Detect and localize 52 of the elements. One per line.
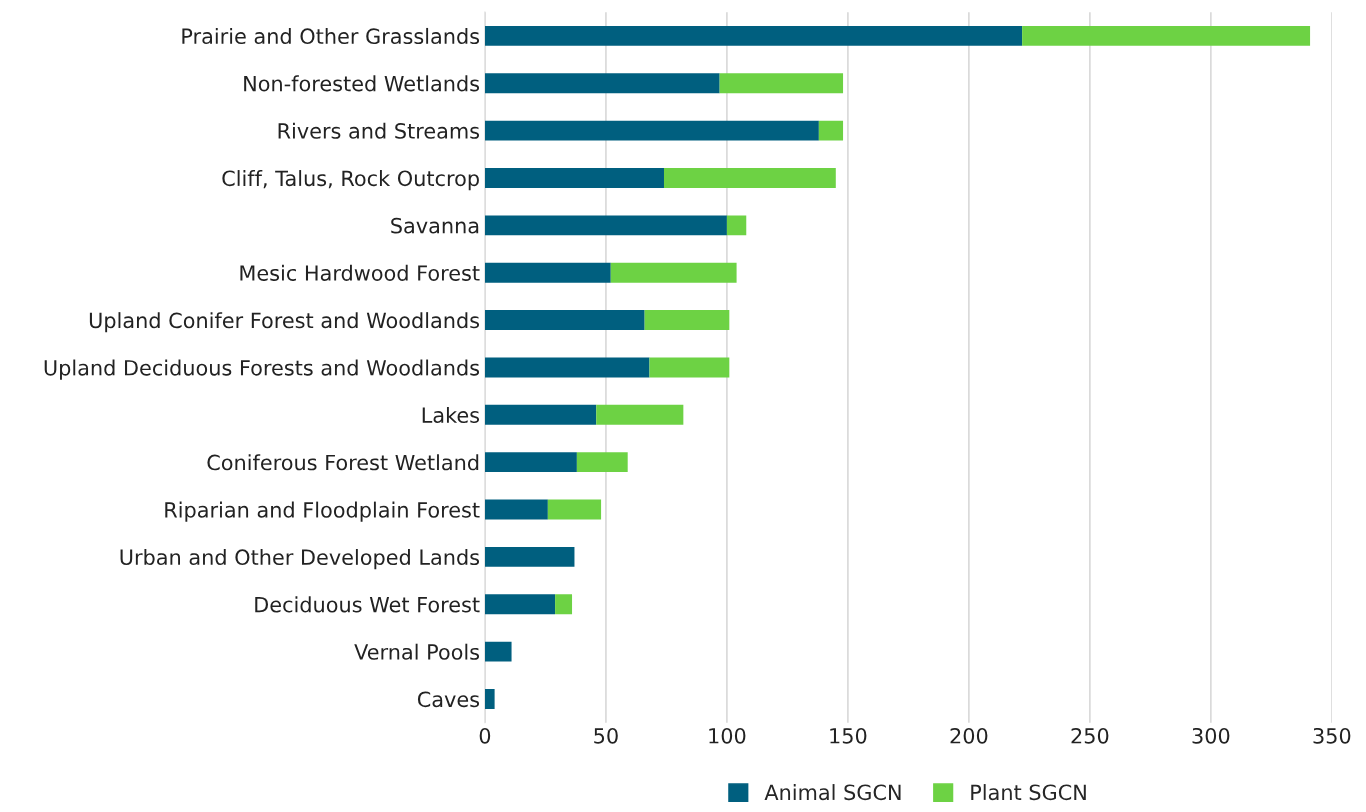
bar <box>484 641 512 662</box>
x-tick-label: 150 <box>830 727 867 744</box>
x-tick-label: 200 <box>950 727 988 744</box>
y-tick-label: Upland Deciduous Forests and Woodlands <box>44 359 480 380</box>
bar <box>484 404 597 425</box>
x-tick-label: 350 <box>1313 727 1351 744</box>
bar <box>596 404 684 425</box>
y-tick-label: Rivers and Streams <box>278 122 480 139</box>
bar <box>484 452 577 473</box>
bar <box>726 215 747 236</box>
bar <box>484 262 611 283</box>
y-tick-label: Deciduous Wet Forest <box>255 596 480 613</box>
bar <box>663 168 836 188</box>
x-tick-label: 250 <box>1071 727 1109 744</box>
bar <box>649 357 730 378</box>
bar <box>484 594 556 615</box>
y-tick-label: Caves <box>417 691 480 708</box>
bar <box>484 73 720 94</box>
bar <box>484 168 664 188</box>
y-tick-label: Cliff, Talus, Rock Outcrop <box>222 170 479 191</box>
x-tick-label: 100 <box>709 727 746 744</box>
x-tick-label: 0 <box>479 727 491 744</box>
bar <box>484 215 727 236</box>
y-tick-label: Riparian and Floodplain Forest <box>165 501 480 522</box>
bar <box>484 310 645 331</box>
y-tick-label: Lakes <box>422 406 480 424</box>
y-tick-label: Savanna <box>391 217 479 234</box>
bar <box>484 546 575 567</box>
bar <box>1022 25 1311 46</box>
bar <box>610 262 737 283</box>
legend-label: Plant SGCN <box>971 784 1086 801</box>
y-tick-label: Urban and Other Developed Lands <box>120 548 480 570</box>
bar <box>719 73 844 94</box>
bar <box>484 499 548 520</box>
y-tick-label: Upland Conifer Forest and Woodlands <box>89 312 480 333</box>
x-tick-label: 300 <box>1192 727 1230 744</box>
y-tick-label: Non-forested Wetlands <box>244 75 480 92</box>
x-tick-label: 50 <box>594 727 618 744</box>
bar <box>818 120 844 141</box>
bar <box>484 357 650 378</box>
bar <box>547 499 602 520</box>
y-tick-label: Mesic Hardwood Forest <box>240 264 480 281</box>
y-tick-label: Prairie and Other Grasslands <box>182 27 480 45</box>
bar <box>484 689 495 709</box>
bar <box>484 120 819 141</box>
legend-label: Animal SGCN <box>764 784 901 801</box>
bar <box>555 594 573 615</box>
y-tick-label: Coniferous Forest Wetland <box>207 454 479 471</box>
bar <box>484 25 1023 46</box>
bar <box>644 310 730 331</box>
bar <box>576 452 628 473</box>
y-tick-label: Vernal Pools <box>354 643 480 660</box>
